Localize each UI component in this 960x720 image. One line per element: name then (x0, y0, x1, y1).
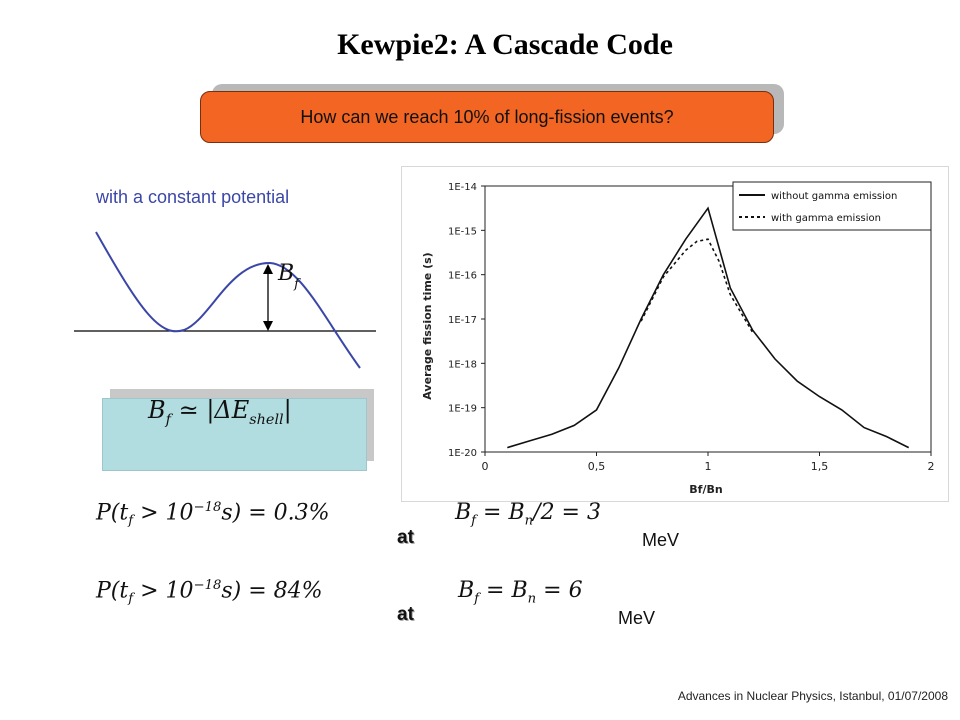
y-tick-label: 1E-18 (448, 359, 477, 370)
legend-label-with: with gamma emission (771, 213, 881, 224)
potential-diagram: Bf (74, 231, 376, 369)
potential-curve (95, 231, 361, 369)
y-tick-label: 1E-17 (448, 315, 477, 326)
probability-formula-2: P(tf > 10−18s) = 84% (96, 578, 323, 607)
barrier-label: Bf (277, 261, 301, 292)
unit-label-1: MeV (642, 530, 680, 550)
condition-formula-1: Bf = Bn/2 = 3 (455, 500, 601, 529)
probability-formula-1: P(tf > 10−18s) = 0.3% (96, 500, 330, 529)
y-axis-label: Average fission time (s) (421, 252, 434, 399)
at-label-2: at (397, 604, 414, 625)
condition-formula-2: Bf = Bn = 6 (458, 578, 583, 607)
series-line-with-gamma (640, 238, 754, 333)
y-tick-label: 1E-16 (448, 271, 477, 282)
x-tick-label: 1,5 (811, 460, 829, 473)
y-tick-label: 1E-19 (448, 404, 477, 415)
x-axis-label: Bf/Bn (689, 483, 722, 496)
x-tick-label: 0 (482, 460, 489, 473)
y-tick-label: 1E-20 (448, 448, 477, 459)
y-tick-label: 1E-15 (448, 226, 477, 237)
x-tick-label: 2 (928, 460, 935, 473)
formula-box (102, 398, 367, 471)
at-label-1: at (397, 527, 414, 548)
y-tick-label: 1E-14 (448, 182, 477, 193)
x-tick-label: 0,5 (588, 460, 606, 473)
arrow-up-icon (263, 264, 273, 274)
footer-text: Advances in Nuclear Physics, Istanbul, 0… (677, 689, 948, 703)
fission-time-chart: 1E-14 1E-15 1E-16 1E-17 1E-18 1E-19 1E-20 0 0,5 1… (401, 166, 949, 502)
x-tick-label: 1 (705, 460, 712, 473)
slide-title: Kewpie2: A Cascade Code (337, 28, 673, 61)
potential-caption: with a constant potential (96, 187, 290, 207)
chart-legend: without gamma emission with gamma emissi… (732, 181, 932, 231)
series-line-without-gamma (507, 206, 910, 449)
shell-formula: Bf ≃ |ΔEshell| (148, 396, 292, 428)
legend-box (732, 181, 932, 231)
arrow-down-icon (263, 321, 273, 331)
question-box: How can we reach 10% of long-fission eve… (200, 91, 774, 143)
legend-label-without: without gamma emission (771, 191, 897, 202)
unit-label-2: MeV (618, 608, 656, 628)
